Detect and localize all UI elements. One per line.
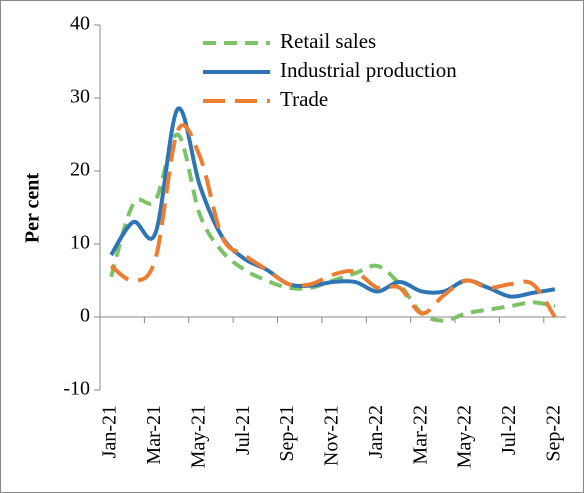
y-tick-label: 20 [70,159,90,181]
line-series [109,123,557,319]
x-tick-label: Sep-21 [276,405,298,462]
y-tick-label: 0 [80,305,90,327]
line-series [109,132,556,323]
y-tick-label: -10 [63,378,90,400]
legend-label: Trade [280,87,328,111]
x-tick-label: May-21 [187,405,209,468]
y-tick-label: 10 [70,232,90,254]
y-tick-label: 40 [70,13,90,35]
x-tick-label: Jul-21 [232,405,254,455]
legend-label: Retail sales [280,29,376,53]
y-axis-label: Per cent [22,173,44,243]
x-tick-label: Mar-21 [143,405,165,465]
x-tick-label: Jan-21 [99,405,121,458]
legend: Retail sales Industrial production Trade [203,29,457,111]
x-tick-label: Mar-22 [409,405,431,465]
y-tick-label: 30 [70,86,90,108]
x-tick-label: Nov-21 [321,405,343,466]
x-tick-label: Jan-22 [365,405,387,458]
x-tick-label: Jul-22 [498,405,520,455]
x-tick-label: May-22 [454,405,476,468]
x-tick-label: Sep-22 [542,405,564,462]
legend-label: Industrial production [280,58,457,82]
